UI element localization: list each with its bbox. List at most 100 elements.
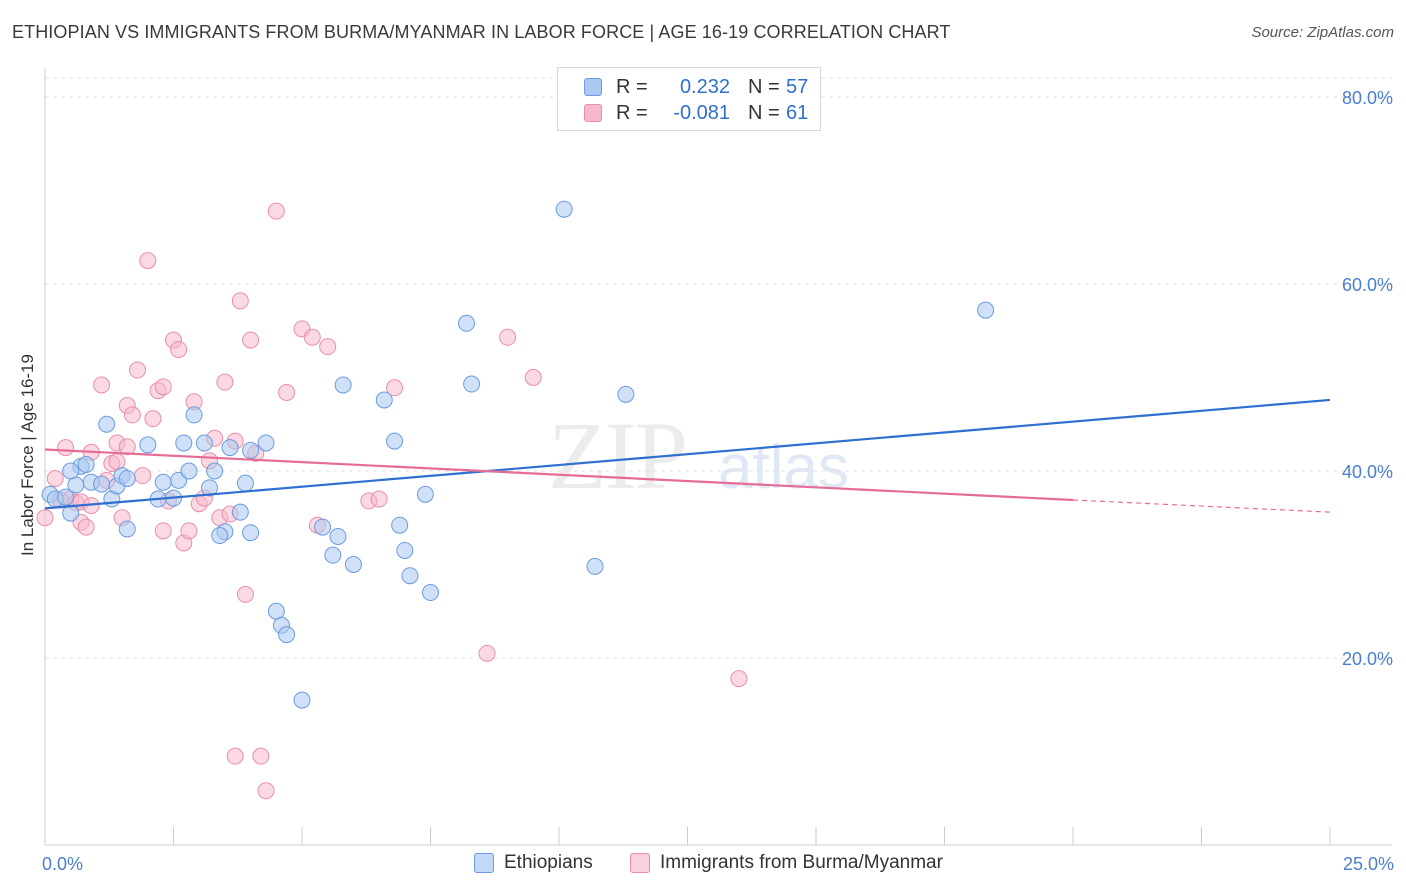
ethiopians-point	[401, 567, 419, 585]
burma-point	[180, 522, 198, 540]
burma-trend-extension	[1072, 499, 1331, 513]
ethiopians-point	[211, 527, 229, 545]
legend-r-value: 0.232	[679, 75, 730, 98]
ethiopians-point	[93, 475, 111, 493]
legend-r-label: R =	[616, 75, 648, 98]
ethiopians-point	[586, 557, 604, 575]
burma-point	[144, 410, 162, 428]
burma-point	[267, 202, 285, 220]
y-tick-label: 40.0%	[1342, 462, 1393, 482]
ethiopians-point	[180, 462, 198, 480]
ethiopians-point	[118, 520, 136, 538]
x-tick-label: 0.0%	[42, 854, 83, 874]
ethiopians-point	[293, 691, 311, 709]
ethiopians-point	[324, 546, 342, 564]
ethiopians-point	[185, 406, 203, 424]
ethiopians-point	[329, 527, 347, 545]
ethiopians-point	[154, 473, 172, 491]
ethiopians-point	[62, 462, 80, 480]
burma-point	[170, 340, 188, 358]
ethiopians-point	[175, 434, 193, 452]
legend-row-burma: R = -0.081 N = 61	[584, 100, 808, 126]
burma-point	[154, 378, 172, 396]
burma-point	[370, 490, 388, 508]
axes	[44, 68, 1392, 846]
ethiopians-point	[463, 375, 481, 393]
ethiopians-point	[236, 474, 254, 492]
legend-swatch-ethiopians	[584, 78, 602, 96]
ethiopians-point	[314, 518, 332, 536]
legend-n-value: 61	[786, 101, 809, 124]
legend-n-label: N =	[748, 75, 780, 98]
burma-point	[139, 252, 157, 270]
burma-point	[278, 383, 296, 401]
ethiopians-point	[375, 391, 393, 409]
burma-point	[134, 467, 152, 485]
legend-r-label: R =	[616, 101, 648, 124]
burma-point	[478, 644, 496, 662]
grid-lines	[45, 77, 1392, 659]
watermark-atlas: atlas	[718, 433, 849, 502]
burma-point	[129, 361, 147, 379]
ethiopians-point	[416, 485, 434, 503]
ethiopians-point	[98, 415, 116, 433]
ethiopians-point	[344, 556, 362, 573]
legend-r-value: -0.081	[673, 101, 730, 124]
ethiopians-point	[195, 434, 213, 452]
legend-label-burma: Immigrants from Burma/Myanmar	[660, 852, 943, 873]
y-tick-label: 20.0%	[1342, 649, 1393, 669]
burma-point	[524, 369, 542, 386]
burma-point	[46, 469, 64, 487]
burma-point	[303, 328, 321, 346]
burma-point	[93, 376, 111, 394]
ethiopians-point	[62, 504, 80, 522]
burma-point	[242, 331, 260, 349]
burma-point	[730, 670, 748, 688]
correlation-legend: R = 0.232 N = 57 R = -0.081 N = 61	[557, 67, 821, 131]
legend-swatch-burma	[584, 104, 602, 122]
burma-point	[252, 747, 270, 765]
ethiopians-point	[231, 503, 249, 521]
y-tick-label: 80.0%	[1342, 88, 1393, 108]
burma-point	[57, 439, 75, 457]
legend-item-ethiopians[interactable]: Ethiopians	[474, 852, 593, 874]
trend-lines	[44, 398, 1331, 513]
source-label: Source: ZipAtlas.com	[1251, 24, 1394, 41]
ethiopians-point	[242, 441, 260, 459]
ethiopians-point	[396, 541, 414, 559]
burma-point	[118, 438, 136, 456]
legend-n-value: 57	[786, 75, 809, 98]
ethiopians-point	[257, 434, 275, 452]
ethiopians-point	[57, 488, 75, 506]
legend-row-ethiopians: R = 0.232 N = 57	[584, 74, 808, 100]
ethiopians-point	[221, 439, 239, 457]
legend-n-label: N =	[748, 101, 780, 124]
series-ethiopians-points	[41, 200, 995, 709]
burma-point	[216, 373, 234, 391]
ethiopians-point	[242, 524, 260, 542]
ethiopians-point	[139, 436, 157, 454]
burma-point	[226, 747, 244, 765]
ethiopians-point	[278, 626, 296, 644]
ethiopians-trend-line	[44, 398, 1331, 510]
legend-label-ethiopians: Ethiopians	[504, 852, 593, 873]
x-tick-label: 25.0%	[1343, 854, 1394, 874]
burma-trend-line	[44, 448, 1074, 502]
series-legend: Ethiopians Immigrants from Burma/Myanmar	[0, 852, 1406, 878]
burma-point	[77, 518, 95, 536]
ethiopians-point	[200, 479, 218, 497]
ethiopians-point	[555, 200, 573, 218]
chart-title: ETHIOPIAN VS IMMIGRANTS FROM BURMA/MYANM…	[12, 22, 951, 42]
burma-point	[231, 292, 249, 310]
legend-item-burma[interactable]: Immigrants from Burma/Myanmar	[630, 852, 943, 874]
legend-swatch-burma	[630, 853, 650, 873]
burma-point	[386, 379, 404, 397]
burma-point	[36, 509, 54, 527]
burma-point	[236, 585, 254, 603]
ethiopians-point	[77, 455, 95, 473]
ethiopians-point	[391, 516, 409, 534]
burma-point	[123, 406, 141, 424]
ethiopians-point	[206, 462, 224, 480]
tick-labels: 20.0% 40.0% 60.0% 80.0% 0.0% 25.0%	[42, 88, 1394, 874]
